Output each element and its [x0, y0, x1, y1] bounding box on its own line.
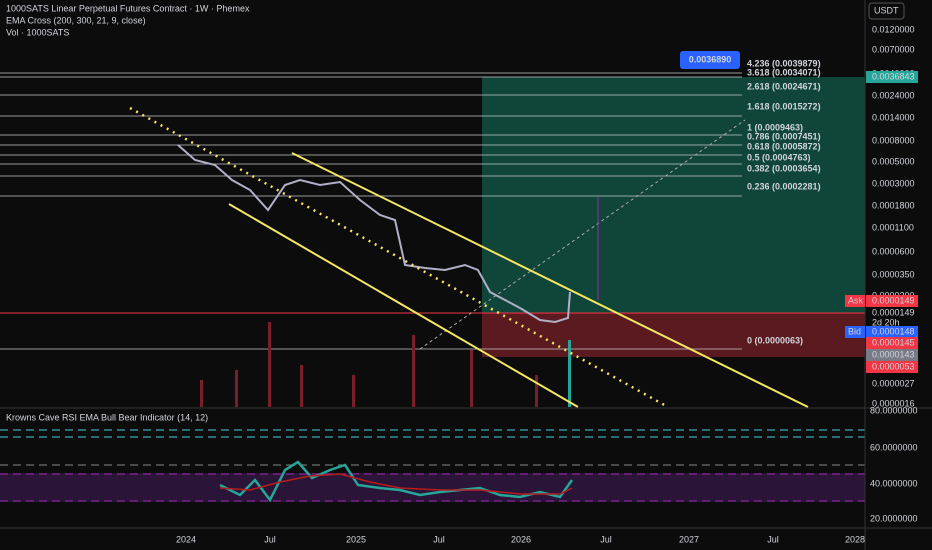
time-label: Jul: [433, 534, 445, 544]
fib-label: 0.5 (0.0004763): [747, 152, 811, 162]
chart-decor: [0, 72, 865, 409]
price-label: 0.0120000: [872, 24, 915, 34]
price-tag: [866, 361, 918, 373]
channel-lower: [228, 203, 579, 408]
callout-box: [680, 51, 740, 69]
time-label: 2027: [679, 534, 699, 544]
price-label: 0.0003000: [872, 178, 915, 188]
price-label: 0.0000016: [872, 398, 915, 408]
channel-upper: [291, 152, 809, 408]
time-label: Jul: [264, 534, 276, 544]
target-zone: [482, 77, 865, 313]
bear-band: [0, 473, 865, 502]
indicator-title: Krowns Cave RSI EMA Bull Bear Indicator …: [6, 412, 208, 422]
price-label: 0.0001100: [872, 222, 914, 232]
time-label: Jul: [767, 534, 779, 544]
indicator-axis-label: 40.0000000: [870, 478, 918, 488]
time-label: 2025: [346, 534, 366, 544]
fib-label: 0.382 (0.0003654): [747, 163, 821, 173]
fib-label: 0.786 (0.0007451): [747, 131, 821, 141]
price-tag-text: 0.0000143: [872, 349, 915, 359]
countdown: 2d 20h: [872, 317, 900, 327]
price-label: 0.0024000: [872, 90, 915, 100]
volume-bar: [535, 375, 538, 407]
callout: 0.0036890: [689, 54, 732, 64]
price-label: 0.0000027: [872, 378, 915, 388]
volume-bar: [235, 370, 238, 407]
volume-bar: [300, 365, 303, 407]
price-label: 0.0070000: [872, 44, 915, 54]
price-label: 0.0001800: [872, 200, 915, 210]
price-tag-text: 0.0000145: [872, 337, 915, 347]
volume-bar: [412, 335, 415, 407]
fib-label: 1.618 (0.0015272): [747, 101, 821, 111]
indicator-axis-label: 80.0000000: [870, 405, 918, 415]
tag-label-box: [845, 295, 865, 307]
price-label: 0.0000350: [872, 269, 915, 279]
time-label: Jul: [600, 534, 612, 544]
price-tag-text: 0.0036843: [872, 71, 915, 81]
currency[interactable]: USDT: [874, 5, 899, 15]
indicator-axis-label: 60.0000000: [870, 442, 918, 452]
time-label: 2028: [845, 534, 865, 544]
time-label: 2026: [511, 534, 531, 544]
price-label: 0.0014000: [872, 112, 915, 122]
ema-line: [219, 473, 573, 495]
volume-bar: [568, 340, 571, 407]
symbol-title: 1000SATS Linear Perpetual Futures Contra…: [6, 3, 250, 13]
tag-label-box: [845, 326, 865, 338]
price-tag: [866, 295, 918, 307]
fib-lines: [0, 72, 742, 350]
indicator-axis-label: 20.0000000: [870, 513, 918, 523]
fib-label: 0 (0.0000063): [747, 335, 803, 345]
price-tag: [866, 349, 918, 361]
rsi-line: [219, 460, 574, 503]
price-tag-text: 0.0000053: [872, 361, 915, 371]
volume-legend: Vol · 1000SATS: [6, 27, 69, 37]
price-series: [177, 144, 571, 324]
fib-label: 0.618 (0.0005872): [747, 141, 821, 151]
price-tag-text: 0.0000149: [872, 295, 915, 305]
volume-bar: [352, 375, 355, 407]
volume-bar: [268, 322, 271, 407]
volume: [200, 322, 571, 407]
price-tag: [866, 71, 918, 83]
fib-label: 1 (0.0009463): [747, 122, 803, 132]
volume-bar: [200, 380, 203, 407]
fib-label: 3.618 (0.0034071): [747, 67, 821, 77]
price-tag-text: 0.0000148: [872, 326, 915, 336]
price-tag: [866, 337, 918, 349]
price-tag-text: 0.0000149: [872, 307, 915, 317]
channel-mid: [129, 106, 669, 409]
fib-label: 2.618 (0.0024671): [747, 81, 821, 91]
price-label: 0.0005000: [872, 156, 915, 166]
fib-label: 0.236 (0.0002281): [747, 181, 821, 191]
indicator-decor: [0, 429, 865, 503]
price-tag: [866, 326, 918, 338]
ema-legend: EMA Cross (200, 300, 21, 9, close): [6, 15, 146, 25]
fib-label: 4.236 (0.0039879): [747, 58, 821, 68]
tag-label: Ask: [848, 295, 864, 305]
price-label: 0.0000600: [872, 246, 915, 256]
trend-projection: [419, 119, 746, 350]
tag-label: Bid: [848, 326, 861, 336]
time-label: 2024: [176, 534, 196, 544]
volume-bar: [470, 350, 473, 407]
price-label: 0.0008000: [872, 135, 915, 145]
currency-box[interactable]: [868, 2, 905, 20]
